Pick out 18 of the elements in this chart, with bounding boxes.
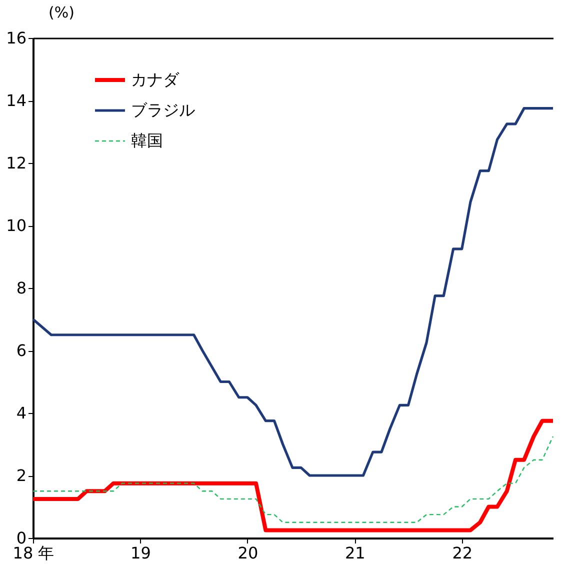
y-tick-label: 4 [16,404,26,422]
y-tick-label: 10 [6,216,26,235]
x-tick-label: 21 [344,544,366,562]
line-series [32,436,554,523]
y-tick-label: 2 [16,466,26,485]
line-series [31,418,555,532]
y-tick-label: 16 [6,28,26,48]
legend-label: 韓国 [131,131,163,150]
x-tick-label: 22 [452,544,473,562]
y-tick-label: 8 [16,278,26,298]
y-tick-label: 6 [16,341,26,360]
x-tick-label: 19 [130,544,151,562]
y-axis-title: (%) [48,4,74,22]
legend-label: ブラジル [131,100,195,120]
y-tick-label: 14 [6,91,26,110]
legend-label: カナダ [131,70,180,89]
y-tick-label: 12 [6,154,26,172]
x-tick-label: 20 [238,544,258,562]
